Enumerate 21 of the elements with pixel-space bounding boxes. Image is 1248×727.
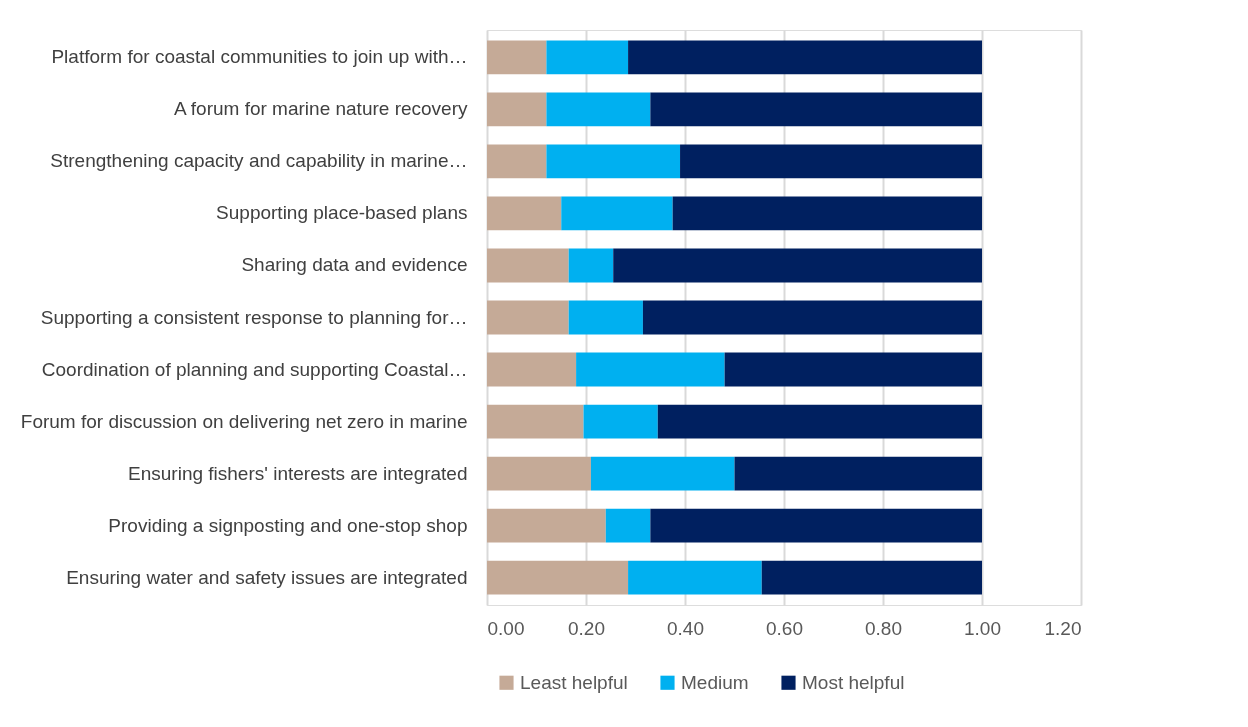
- y-tick-label: Sharing data and evidence: [241, 254, 468, 276]
- y-tick-label: Supporting a consistent response to planning for…: [40, 306, 468, 328]
- y-tick-label: Ensuring fishers' interests are integrated: [128, 462, 468, 484]
- x-tick-label: 0.40: [667, 617, 704, 639]
- y-tick-label: Providing a signposting and one-stop shop: [108, 514, 468, 536]
- legend-label: Medium: [681, 671, 749, 693]
- legend-label: Most helpful: [802, 671, 905, 693]
- x-tick-label: 0.00: [487, 617, 525, 639]
- y-tick-label: Ensuring water and safety issues are integrated: [66, 566, 468, 588]
- legend-label: Least helpful: [520, 671, 628, 693]
- y-tick-label: Platform for coastal communities to join up with…: [51, 46, 468, 68]
- y-tick-label: Strengthening capacity and capability in marine…: [50, 150, 468, 172]
- x-tick-label: 0.60: [766, 617, 803, 639]
- y-tick-label: Supporting place-based plans: [216, 202, 468, 224]
- x-tick-label: 1.00: [964, 617, 1001, 639]
- x-tick-label: 0.80: [865, 617, 902, 639]
- x-tick-label: 1.20: [1044, 617, 1082, 639]
- y-tick-label: Coordination of planning and supporting Coastal…: [41, 358, 468, 380]
- y-tick-label: A forum for marine nature recovery: [173, 98, 468, 120]
- y-tick-label: Forum for discussion on delivering net zero in marine: [20, 410, 468, 432]
- x-tick-label: 0.20: [568, 617, 605, 639]
